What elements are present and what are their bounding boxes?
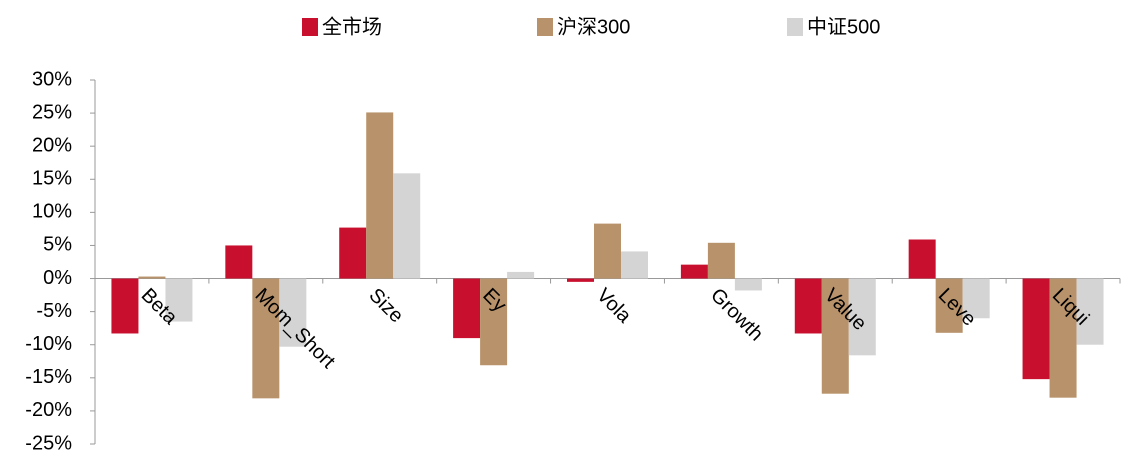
bar: [165, 278, 193, 322]
y-tick-label: 25%: [32, 101, 72, 123]
x-tick-label: Size: [364, 284, 407, 327]
bar: [621, 251, 648, 279]
bar: [1076, 278, 1104, 345]
bar: [366, 112, 394, 279]
legend-label: 全市场: [322, 15, 382, 38]
bar: [225, 245, 253, 279]
bar: [339, 227, 367, 279]
bar: [821, 278, 849, 394]
y-tick-label: -25%: [25, 432, 72, 454]
y-tick-label: 20%: [32, 134, 72, 156]
bar: [138, 276, 166, 279]
y-tick-label: 5%: [43, 234, 72, 256]
y-tick-label: 10%: [32, 201, 72, 223]
y-tick-label: -15%: [25, 366, 72, 388]
bar: [252, 278, 280, 399]
legend-swatch: [787, 18, 803, 36]
bar: [507, 271, 535, 279]
x-tick-label: Vola: [592, 284, 636, 328]
legend-swatch: [537, 18, 553, 36]
bar: [393, 173, 421, 279]
legend-swatch: [302, 18, 318, 36]
bar: [453, 278, 481, 339]
bar: [594, 223, 621, 279]
bar: [707, 242, 735, 279]
bar: [908, 239, 936, 279]
bar: [962, 278, 990, 319]
legend-label: 沪深300: [557, 15, 630, 38]
bar: [111, 278, 139, 334]
bar: [1022, 278, 1050, 380]
y-tick-label: -10%: [25, 333, 72, 355]
y-tick-label: 15%: [32, 168, 72, 190]
y-tick-label: 0%: [43, 267, 72, 289]
bar: [794, 278, 822, 334]
y-tick-label: -20%: [25, 399, 72, 421]
bar: [1049, 278, 1077, 398]
bar: [480, 278, 508, 366]
bar: [279, 278, 307, 347]
y-tick-label: -5%: [36, 300, 72, 322]
bar: [935, 278, 963, 333]
legend-label: 中证500: [807, 15, 880, 38]
bar: [567, 278, 594, 282]
bar: [848, 278, 876, 356]
bar: [680, 264, 708, 279]
x-tick-label: Growth: [706, 284, 767, 345]
bar: [734, 278, 762, 291]
y-tick-label: 30%: [32, 68, 72, 90]
